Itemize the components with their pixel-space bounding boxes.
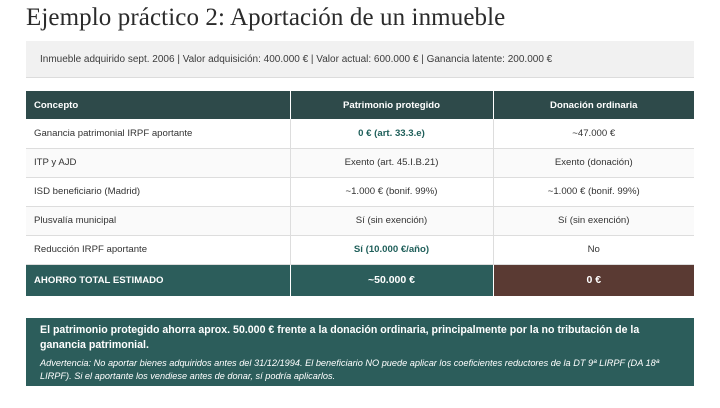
header-patrimonio-protegido: Patrimonio protegido — [290, 91, 494, 119]
row-patrimonio-value: 0 € (art. 33.3.e) — [290, 119, 494, 149]
summary-text: El patrimonio protegido ahorra aprox. 50… — [40, 324, 640, 351]
row-patrimonio-value: ~1.000 € (bonif. 99%) — [290, 177, 494, 207]
row-donacion-value: Exento (donación) — [493, 148, 694, 178]
header-concepto: Concepto — [26, 91, 291, 119]
row-patrimonio-value: Exento (art. 45.I.B.21) — [290, 148, 494, 178]
row-concept: Reducción IRPF aportante — [26, 235, 291, 265]
table-row: Plusvalía municipal Sí (sin exención) Sí… — [26, 206, 694, 236]
table-header-row: Concepto Patrimonio protegido Donación o… — [26, 91, 694, 119]
warning-label: Advertencia: — [40, 358, 92, 368]
total-donacion-value: 0 € — [493, 264, 694, 296]
total-label: AHORRO TOTAL ESTIMADO — [26, 264, 291, 296]
row-concept: Ganancia patrimonial IRPF aportante — [26, 119, 291, 149]
header-donacion-ordinaria: Donación ordinaria — [493, 91, 694, 119]
summary-box: El patrimonio protegido ahorra aprox. 50… — [26, 318, 694, 386]
table-row: ISD beneficiario (Madrid) ~1.000 € (boni… — [26, 177, 694, 207]
row-concept: Plusvalía municipal — [26, 206, 291, 236]
row-patrimonio-value: Sí (10.000 €/año) — [290, 235, 494, 265]
total-row: AHORRO TOTAL ESTIMADO ~50.000 € 0 € — [26, 264, 694, 296]
row-concept: ISD beneficiario (Madrid) — [26, 177, 291, 207]
warning-note: Advertencia: No aportar bienes adquirido… — [40, 357, 680, 383]
comparison-table: Concepto Patrimonio protegido Donación o… — [26, 91, 694, 296]
row-donacion-value: Sí (sin exención) — [493, 206, 694, 236]
row-patrimonio-value: Sí (sin exención) — [290, 206, 494, 236]
property-info-bar: Inmueble adquirido sept. 2006 | Valor ad… — [26, 41, 694, 78]
table-row: ITP y AJD Exento (art. 45.I.B.21) Exento… — [26, 148, 694, 178]
table-row: Ganancia patrimonial IRPF aportante 0 € … — [26, 119, 694, 149]
warning-text: No aportar bienes adquiridos antes del 3… — [40, 358, 660, 381]
total-patrimonio-value: ~50.000 € — [290, 264, 494, 296]
table-row: Reducción IRPF aportante Sí (10.000 €/añ… — [26, 235, 694, 265]
slide-title: Ejemplo práctico 2: Aportación de un inm… — [26, 4, 506, 31]
property-info-text: Inmueble adquirido sept. 2006 | Valor ad… — [40, 53, 553, 65]
row-concept: ITP y AJD — [26, 148, 291, 178]
row-donacion-value: ~47.000 € — [493, 119, 694, 149]
row-donacion-value: ~1.000 € (bonif. 99%) — [493, 177, 694, 207]
row-donacion-value: No — [493, 235, 694, 265]
